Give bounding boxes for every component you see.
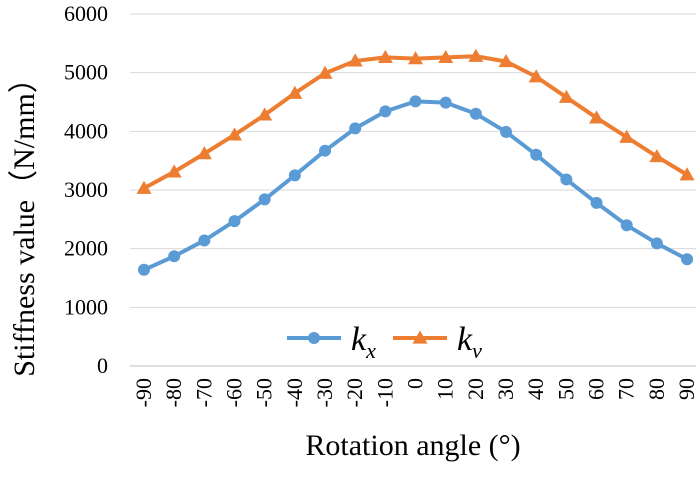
- series-line-v: [143, 54, 689, 190]
- data-point-v: [468, 48, 484, 62]
- data-point-v: [257, 107, 273, 121]
- x-tick-label: 0: [403, 378, 428, 389]
- data-point-x: [349, 122, 362, 135]
- x-tick-label: -40: [282, 378, 307, 407]
- data-point-v: [649, 149, 665, 163]
- data-point-v: [498, 54, 514, 68]
- data-point-x: [560, 173, 573, 186]
- legend-marker-v: [412, 330, 428, 344]
- data-point-v: [438, 49, 454, 64]
- legend-subscript-v: v: [472, 338, 482, 363]
- x-tick-label: 70: [614, 378, 639, 400]
- y-tick-label: 6000: [64, 1, 108, 26]
- data-point-x: [500, 125, 513, 138]
- series-line-x: [143, 99, 688, 272]
- data-point-v: [408, 51, 424, 65]
- x-tick-label: 80: [644, 378, 669, 400]
- x-axis-title: Rotation angle (°): [305, 429, 520, 462]
- legend-marker-x: [308, 332, 320, 344]
- y-tick-label: 5000: [64, 60, 108, 85]
- y-tick-label: 3000: [64, 177, 108, 202]
- y-tick-labels: 0 1000 2000 3000 4000 5000 6000: [64, 1, 108, 378]
- data-point-x: [168, 250, 181, 263]
- x-tick-label: -30: [312, 378, 337, 407]
- legend-subscript-x: x: [365, 338, 376, 363]
- x-tick-label: 60: [584, 378, 609, 400]
- y-tick-label: 0: [97, 353, 108, 378]
- data-point-v: [377, 49, 393, 64]
- data-point-x: [379, 105, 392, 118]
- x-tick-label: 10: [433, 378, 458, 400]
- data-point-v: [287, 85, 303, 99]
- data-point-v: [558, 89, 574, 103]
- x-tick-label: 20: [463, 378, 488, 400]
- x-tick-label: -20: [342, 378, 367, 407]
- data-point-v: [136, 180, 152, 194]
- series-group: [136, 48, 695, 276]
- legend-label-x: kx: [351, 321, 376, 363]
- data-point-v: [679, 167, 695, 181]
- data-point-x: [650, 237, 663, 250]
- x-tick-label: 30: [493, 378, 518, 400]
- legend-label-v: kv: [457, 321, 482, 363]
- x-tick-label: -50: [252, 378, 277, 407]
- x-tick-label: -70: [191, 378, 216, 407]
- x-tick-labels: -90 -80 -70 -60 -50 -40 -30 -20 -10 0 10 20 30 40 50 60…: [131, 378, 699, 407]
- data-point-v: [619, 129, 635, 143]
- data-point-x: [409, 95, 422, 108]
- data-point-v: [317, 65, 333, 79]
- data-point-x: [198, 234, 211, 247]
- x-tick-label: 90: [674, 378, 699, 400]
- gridlines: [130, 13, 696, 367]
- data-point-v: [528, 69, 544, 83]
- data-point-v: [196, 146, 212, 160]
- data-point-x: [138, 263, 150, 276]
- data-point-v: [227, 127, 243, 141]
- x-tick-label: -90: [131, 378, 156, 407]
- y-tick-label: 2000: [64, 236, 108, 261]
- data-point-v: [347, 53, 363, 67]
- data-point-x: [288, 169, 301, 182]
- x-tick-label: -60: [222, 378, 247, 407]
- data-point-x: [590, 196, 603, 209]
- data-point-x: [469, 107, 482, 120]
- y-tick-label: 4000: [64, 118, 108, 143]
- data-point-x: [258, 193, 271, 206]
- data-point-x: [228, 215, 241, 228]
- legend: kx kv: [287, 321, 482, 363]
- x-tick-label: -10: [372, 378, 397, 407]
- data-point-x: [530, 148, 543, 161]
- data-point-x: [319, 144, 332, 157]
- y-axis-title: Stiffness value（N/mm）: [8, 63, 41, 377]
- x-tick-label: 40: [523, 378, 548, 400]
- x-tick-label: -80: [161, 378, 186, 407]
- data-point-x: [681, 253, 694, 266]
- x-tick-label: 50: [553, 378, 578, 400]
- data-point-x: [439, 96, 452, 109]
- data-point-v: [589, 110, 605, 124]
- y-tick-label: 1000: [64, 294, 108, 319]
- data-point-v: [166, 164, 182, 178]
- data-point-x: [620, 219, 633, 232]
